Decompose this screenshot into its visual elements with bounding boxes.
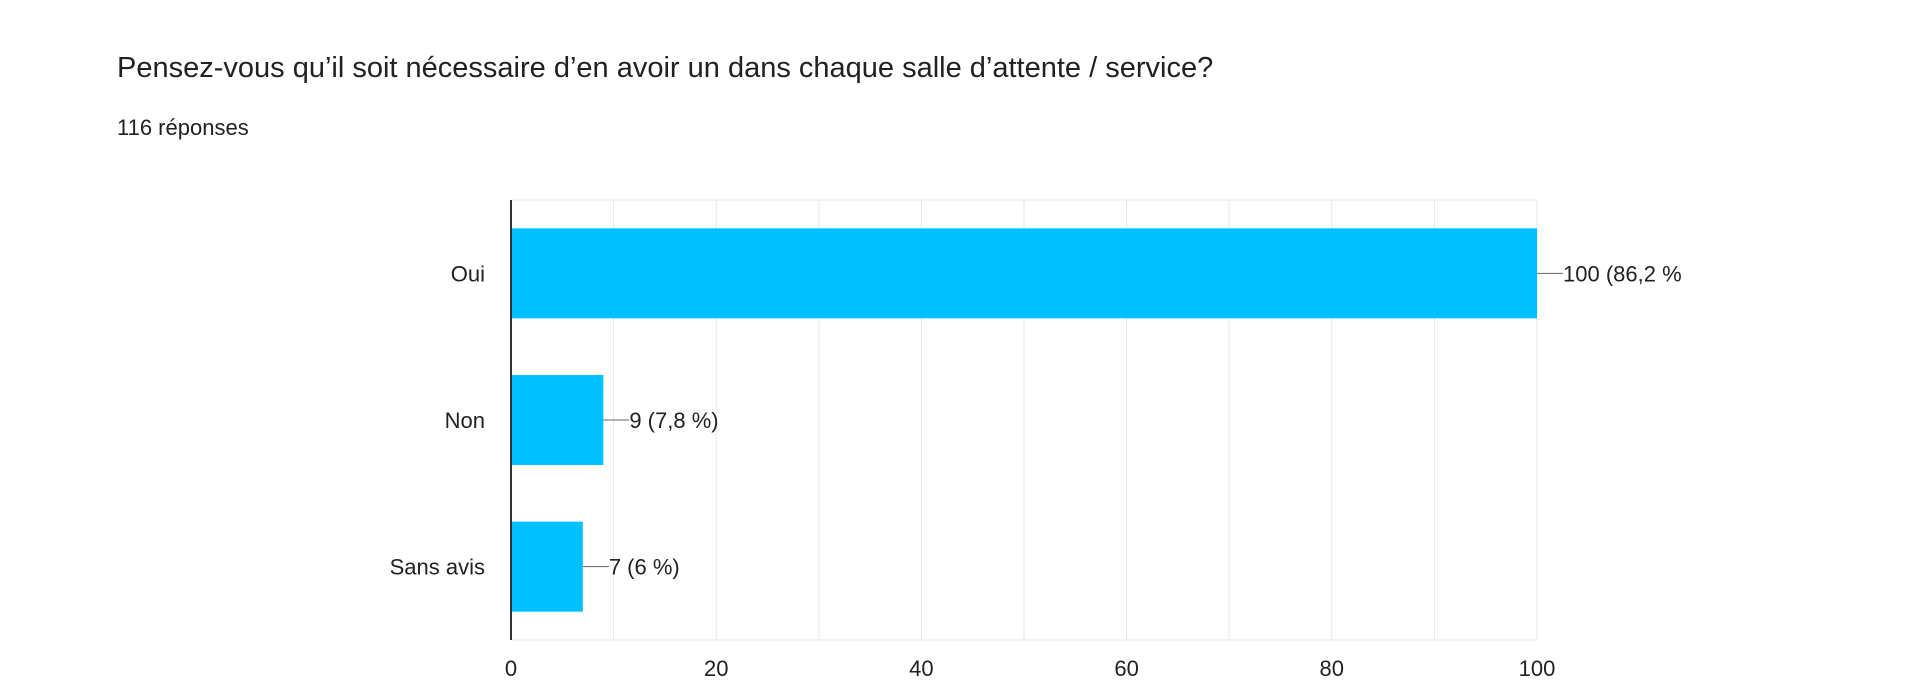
data-label: 9 (7,8 %) xyxy=(629,408,718,433)
response-count: 116 réponses xyxy=(117,115,249,140)
category-label: Non xyxy=(445,408,485,433)
label-layer: Oui 100 (86,2 % Non 9 (7,8 %) Sans avis 7 (6 … xyxy=(390,261,1682,579)
x-tick-label: 100 xyxy=(1519,656,1556,681)
category-label: Sans avis xyxy=(390,555,485,580)
bar-3[interactable] xyxy=(511,521,583,612)
axis-layer: 0 20 40 60 80 100 xyxy=(505,200,1555,681)
bar-1[interactable] xyxy=(511,228,1537,319)
data-label: 7 (6 %) xyxy=(609,555,680,580)
bar-layer xyxy=(511,228,1537,612)
x-tick-label: 0 xyxy=(505,656,517,681)
bar-2[interactable] xyxy=(511,375,604,465)
x-tick-label: 20 xyxy=(704,656,728,681)
x-tick-label: 80 xyxy=(1320,656,1344,681)
x-tick-label: 40 xyxy=(909,656,933,681)
category-label: Oui xyxy=(451,261,485,286)
question-title: Pensez-vous qu’il soit nécessaire d’en a… xyxy=(117,52,1214,84)
x-tick-label: 60 xyxy=(1114,656,1138,681)
data-label: 100 (86,2 % xyxy=(1563,261,1682,286)
